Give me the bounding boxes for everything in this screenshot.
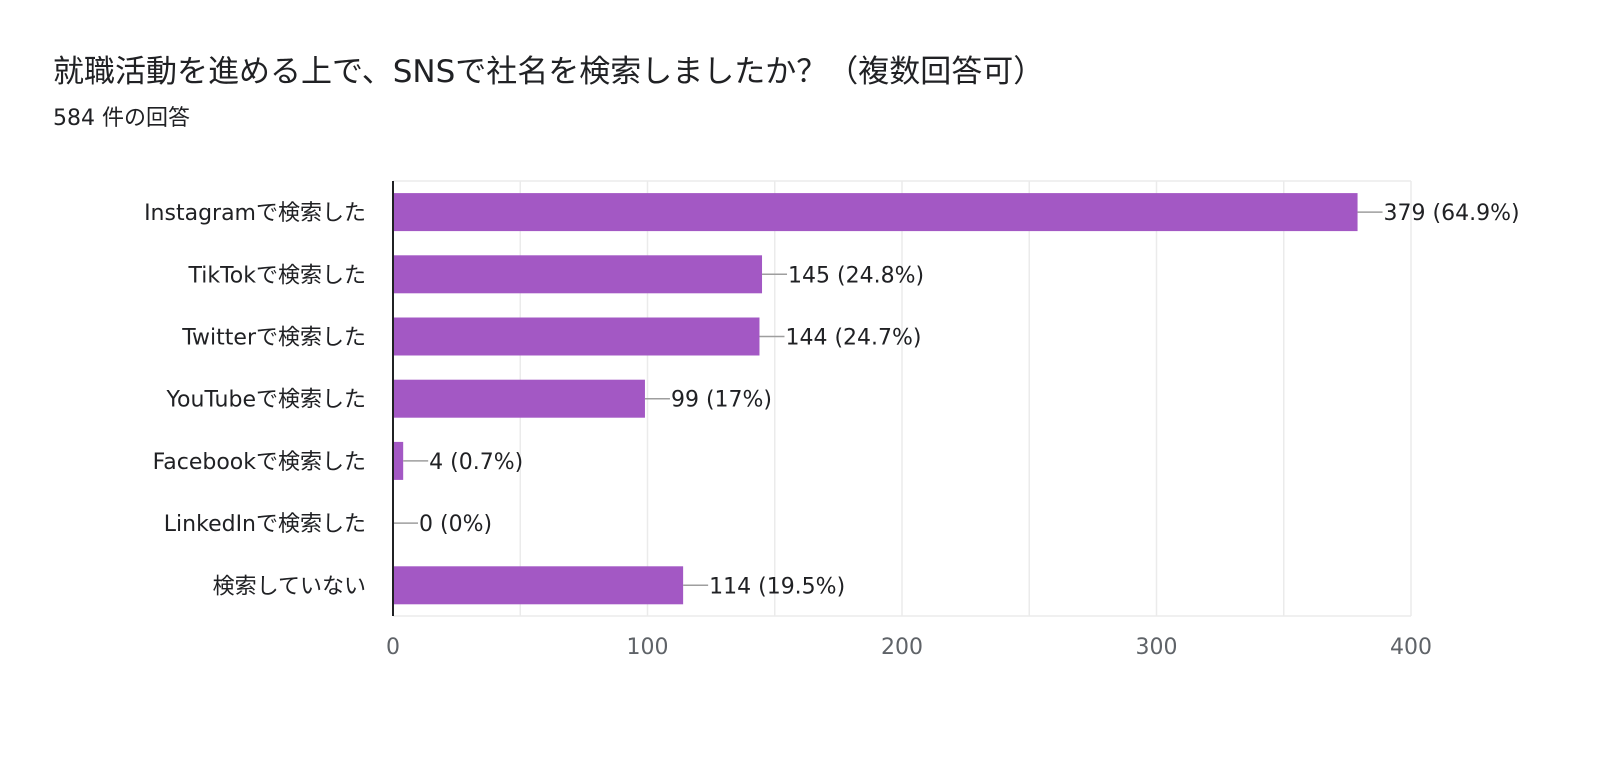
data-label: 4 (0.7%) bbox=[429, 450, 523, 475]
bar bbox=[393, 566, 684, 605]
x-tick-label: 100 bbox=[627, 635, 669, 660]
data-label: 144 (24.7%) bbox=[785, 326, 921, 351]
data-label: 145 (24.8%) bbox=[788, 263, 924, 288]
bar bbox=[393, 193, 1358, 232]
data-label: 99 (17%) bbox=[671, 388, 772, 413]
x-tick-label: 0 bbox=[386, 635, 400, 660]
chart-title: 就職活動を進める上で、SNSで社名を検索しましたか？（複数回答可） bbox=[53, 54, 1045, 90]
x-tick-label: 300 bbox=[1136, 635, 1178, 660]
category-label: YouTubeで検索した bbox=[166, 388, 366, 413]
category-label: LinkedInで検索した bbox=[164, 512, 366, 537]
bar bbox=[393, 379, 645, 418]
category-label: 検索していない bbox=[213, 574, 366, 599]
bar bbox=[393, 441, 404, 480]
data-label: 0 (0%) bbox=[419, 512, 492, 537]
category-label: TikTokで検索した bbox=[187, 263, 366, 288]
bar bbox=[393, 255, 763, 294]
category-label: Facebookで検索した bbox=[153, 450, 366, 475]
category-label: Instagramで検索した bbox=[144, 201, 366, 226]
category-label: Twitterで検索した bbox=[181, 326, 366, 351]
data-label: 379 (64.9%) bbox=[1384, 201, 1520, 226]
x-tick-label: 400 bbox=[1390, 635, 1432, 660]
bar bbox=[393, 317, 760, 356]
x-tick-label: 200 bbox=[881, 635, 923, 660]
response-count: 584 件の回答 bbox=[53, 106, 190, 131]
data-label: 114 (19.5%) bbox=[709, 574, 845, 599]
